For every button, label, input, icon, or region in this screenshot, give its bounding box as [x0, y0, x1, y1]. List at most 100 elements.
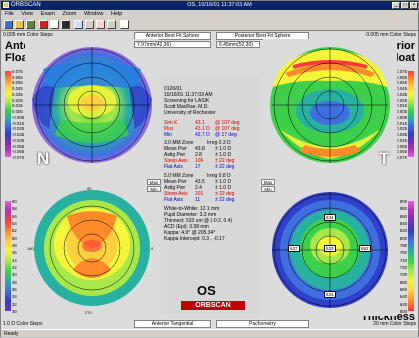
colorbar-tick-label: 680 [399, 279, 407, 285]
colorbar-right [408, 71, 414, 157]
colorbar-tick-label: -0.045 [394, 137, 407, 143]
colorbar-tick-label: 0.025 [12, 97, 23, 103]
minimize-button[interactable]: _ [392, 2, 400, 9]
tab-anterior-bfs[interactable]: Anterior Best Fit Sphere [134, 32, 211, 40]
toolbar-compare-icon[interactable] [96, 20, 105, 29]
colorbar-tick-label: 46 [12, 250, 17, 256]
zone-header: 3.0 MM Zone [164, 140, 194, 146]
exam-info-panel: 0126/01 10/16/01 11:37:03 AM Screening f… [161, 76, 259, 314]
toolbar-open-icon[interactable] [15, 20, 24, 29]
maximize-button[interactable]: □ [401, 2, 409, 9]
metric-axis: ± 22 deg [215, 197, 235, 203]
tab-anterior-tangential[interactable]: Anterior Tangential [134, 320, 211, 328]
metric-value: 2.4 [195, 185, 202, 191]
colorbar-tick-label: -0.055 [394, 143, 407, 149]
exam-purpose: Screening for LASIK [164, 98, 210, 104]
scale-label-top-right: 0.005 mm Color Steps [366, 32, 416, 38]
menu-help[interactable]: Help [111, 11, 123, 17]
keratometric-map[interactable]: 90 180 0 270 [25, 186, 159, 316]
zone-irregularity: Irreg 0.8 D [207, 173, 231, 179]
metric-axis: ± 1.0 D [215, 179, 232, 185]
menu-view[interactable]: View [21, 11, 34, 17]
toolbar-arrange-icon[interactable] [107, 20, 116, 29]
colorbar-tick-label: 34 [12, 294, 17, 300]
colorbar-tick-label: -0.005 [12, 114, 25, 120]
zone-irregularity: Irreg 0.3 D [207, 140, 231, 146]
orbscan-logo: ORBSCAN [181, 301, 245, 310]
toolbar-grid-icon[interactable] [85, 20, 94, 29]
metric-value: 42.7 D [195, 132, 210, 138]
toolbar-save-icon[interactable] [26, 20, 35, 29]
metric-value: 43.1 D [195, 126, 210, 132]
app-icon [3, 2, 9, 8]
svg-text:270: 270 [85, 310, 92, 315]
colorbar-tick-label: 60 [12, 199, 17, 204]
colorbar-left [5, 71, 11, 157]
metric-label: Astig Pwr [164, 185, 186, 191]
colorbar-tick-label: -0.075 [394, 155, 407, 160]
max-button-left[interactable]: Max [147, 179, 161, 185]
metric-axis: ± 22 deg [215, 191, 235, 197]
tab-pachymetry[interactable]: Pachometry [216, 320, 309, 328]
toolbar-map-icon[interactable] [74, 20, 83, 29]
metric-label: Flat Axis [164, 197, 183, 203]
doctor-name: Scott MacRae, M.D. [164, 104, 209, 110]
colorbar-tick-label: 32 [12, 301, 17, 307]
measurement-row: Thinnest: 533 um @ (-0.2, 0.4) [164, 218, 233, 224]
metric-axis: ± 1.0 D [215, 185, 232, 191]
posterior-float-map[interactable] [263, 39, 397, 167]
toolbar-print-icon[interactable] [50, 20, 59, 29]
toolbar-record-icon[interactable] [39, 20, 48, 29]
metric-axis: @ 107 deg [215, 126, 240, 132]
colorbar-tick-label: 600 [399, 309, 407, 314]
anterior-float-map[interactable]: + [25, 39, 159, 167]
patient-id: 0126/01 [164, 86, 183, 92]
tab-posterior-bfs[interactable]: Posterior Best Fit Sphere [216, 32, 309, 40]
menu-zoom[interactable]: Zoom [62, 11, 77, 17]
colorbar-tick-label: 52 [12, 228, 17, 234]
metric-axis: @ 107 deg [215, 120, 240, 126]
toolbar-exam-icon[interactable] [61, 20, 70, 29]
metric-label: Mean Pwr [164, 146, 187, 152]
metric-value: 11 [195, 197, 201, 203]
metric-label: Max [164, 126, 174, 132]
colorbar-tick-label: 640 [399, 294, 407, 300]
title-bar[interactable]: ORBSCAN OS, 10/16/01 11:37:03 AM _ □ × [1, 1, 418, 10]
colorbar-tick-label: 50 [12, 235, 17, 241]
window-caption: OS, 10/16/01 11:37:03 AM [187, 2, 252, 8]
min-button-right[interactable]: Min [261, 186, 275, 192]
colorbar-tick-label: 44 [12, 257, 17, 263]
colorbar-tick-label: 0.065 [396, 74, 407, 80]
scale-label-bottom-right: 20 mm Color Steps [373, 321, 416, 327]
colorbar-tick-label: 0.045 [12, 86, 23, 92]
colorbar-bottom-right [408, 201, 414, 311]
colorbar-tick-label: 620 [399, 301, 407, 307]
colorbar-tick-label: 700 [399, 272, 407, 278]
toolbar-help-icon[interactable] [120, 20, 129, 29]
colorbar-tick-label: -0.015 [394, 120, 407, 126]
metric-label: Steep Axis [164, 158, 188, 164]
colorbar-tick-label: -0.015 [12, 120, 25, 126]
close-button[interactable]: × [410, 2, 418, 9]
colorbar-tick-label: -0.005 [394, 114, 407, 120]
menu-exam[interactable]: Exam [40, 11, 55, 17]
pachy-point-bottom: 631 [324, 291, 336, 298]
metric-label: Mean Pwr [164, 179, 187, 185]
metric-axis: ± 1.0 D [215, 146, 232, 152]
measurement-row: White-to-White: 12.1 mm [164, 206, 220, 212]
menu-bar: File View Exam Zoom Window Help [1, 10, 418, 18]
min-button-left[interactable]: Min [147, 186, 161, 192]
measurement-row: Pupil Diameter: 3.3 mm [164, 212, 217, 218]
toolbar-new-icon[interactable] [4, 20, 13, 29]
menu-file[interactable]: File [5, 11, 14, 17]
max-button-right[interactable]: Max [261, 179, 275, 185]
colorbar-tick-label: 54 [12, 221, 17, 226]
colorbar-tick-label: -0.025 [12, 126, 25, 132]
colorbar-tick-label: 42 [12, 265, 17, 270]
svg-text:90: 90 [87, 186, 92, 191]
zone-header: 5.0 MM Zone [164, 173, 194, 179]
measurement-row: Kappa Intercept: 0.3 , -0.17 [164, 236, 225, 242]
menu-window[interactable]: Window [83, 11, 104, 17]
metric-axis: ± 1.0 D [215, 152, 232, 158]
